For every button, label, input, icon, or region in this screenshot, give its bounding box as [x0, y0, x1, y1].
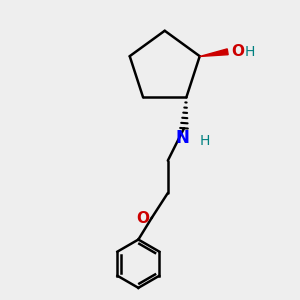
- Text: H: H: [245, 45, 255, 59]
- Text: O: O: [136, 211, 149, 226]
- Polygon shape: [200, 49, 228, 56]
- Text: N: N: [176, 129, 190, 147]
- Text: O: O: [231, 44, 244, 59]
- Text: H: H: [199, 134, 210, 148]
